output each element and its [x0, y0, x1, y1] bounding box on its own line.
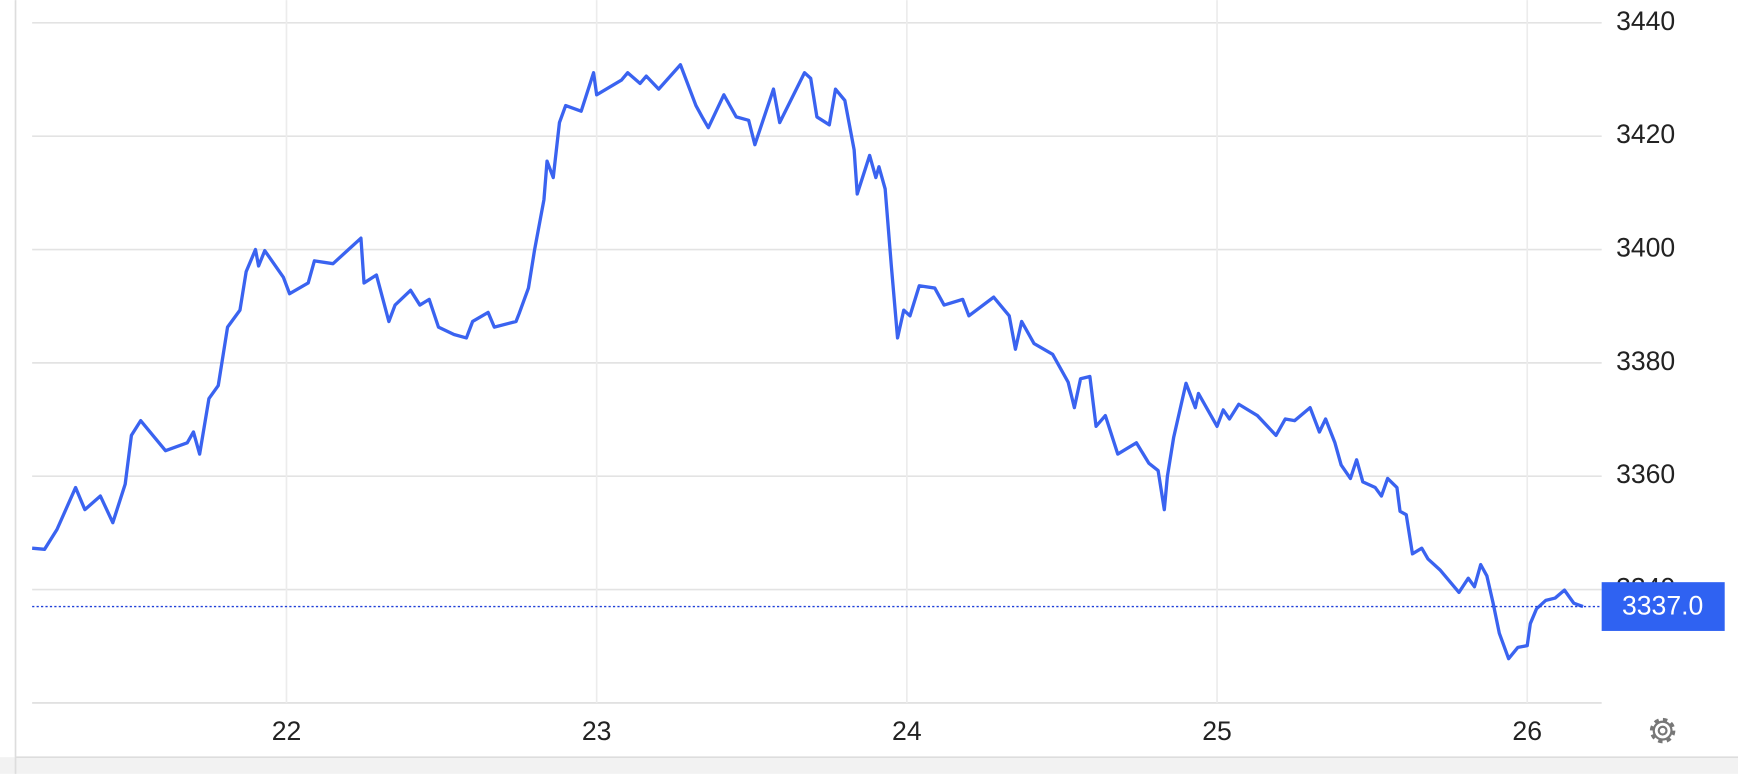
- y-tick-label: 3400: [1616, 233, 1675, 263]
- tick-labels: 3340336033803400342034402223242526: [272, 6, 1676, 746]
- x-tick-label: 26: [1512, 716, 1542, 746]
- x-tick-label: 23: [582, 716, 612, 746]
- x-tick-label: 22: [272, 716, 302, 746]
- y-tick-label: 3380: [1616, 346, 1675, 376]
- current-value-label: 3337.0: [1622, 591, 1703, 621]
- settings-icon[interactable]: [1649, 717, 1676, 744]
- bottom-strip: [0, 757, 1738, 774]
- current-value-box: [1601, 582, 1725, 631]
- y-tick-label: 3440: [1616, 6, 1675, 36]
- price-line: [31, 63, 1584, 661]
- x-tick-label: 25: [1202, 716, 1232, 746]
- gear-ring: [1652, 720, 1673, 741]
- grid: [32, 0, 1602, 703]
- y-tick-label: 3420: [1616, 119, 1675, 149]
- y-tick-label: 3360: [1616, 459, 1675, 489]
- gear-hub: [1657, 725, 1668, 736]
- gear-teeth: [1649, 717, 1676, 744]
- x-tick-label: 24: [892, 716, 922, 746]
- plot: 3337.0: [31, 63, 1725, 661]
